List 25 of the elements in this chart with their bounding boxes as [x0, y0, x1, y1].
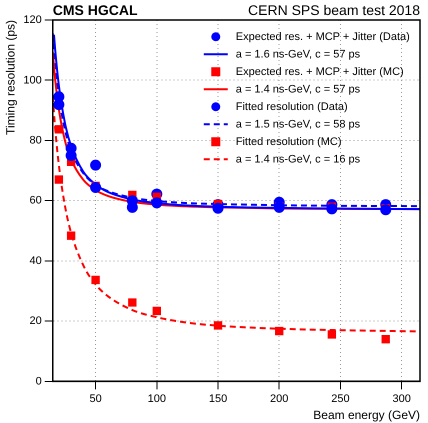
y-tick-label: 60 [30, 194, 42, 207]
x-tick-label: 100 [148, 393, 166, 406]
y-axis-title: Timing resolution (ps) [4, 20, 18, 135]
legend-label: Expected res. + MCP + Jitter (MC) [236, 66, 404, 78]
chart-title: CMS HGCAL [52, 2, 138, 18]
x-tick-label: 300 [392, 393, 411, 406]
legend-label: a = 1.4 ns-GeV, c = 57 ps [236, 83, 361, 96]
legend-label: a = 1.4 ns-GeV, c = 16 ps [236, 153, 361, 166]
y-tick-label: 0 [36, 375, 42, 388]
x-tick-label: 200 [270, 393, 288, 406]
x-tick-label: 250 [331, 393, 350, 406]
x-axis-title: Beam energy (GeV) [313, 408, 420, 422]
x-tick-label: 50 [89, 393, 102, 406]
legend-label: a = 1.6 ns-GeV, c = 57 ps [236, 48, 361, 60]
y-tick-label: 100 [23, 74, 42, 86]
legend-label: Fitted resolution (MC) [236, 136, 342, 148]
legend-label: Fitted resolution (Data) [236, 100, 348, 113]
y-tick-label: 40 [30, 254, 42, 267]
chart-subtitle: CERN SPS beam test 2018 [248, 2, 420, 18]
legend-label: Expected res. + MCP + Jitter (Data) [236, 30, 410, 43]
legend-label: a = 1.5 ns-GeV, c = 58 ps [236, 118, 361, 130]
x-tick-label: 150 [208, 393, 228, 406]
y-tick-label: 120 [23, 14, 42, 26]
y-tick-label: 20 [30, 315, 42, 328]
y-tick-label: 80 [30, 134, 42, 146]
